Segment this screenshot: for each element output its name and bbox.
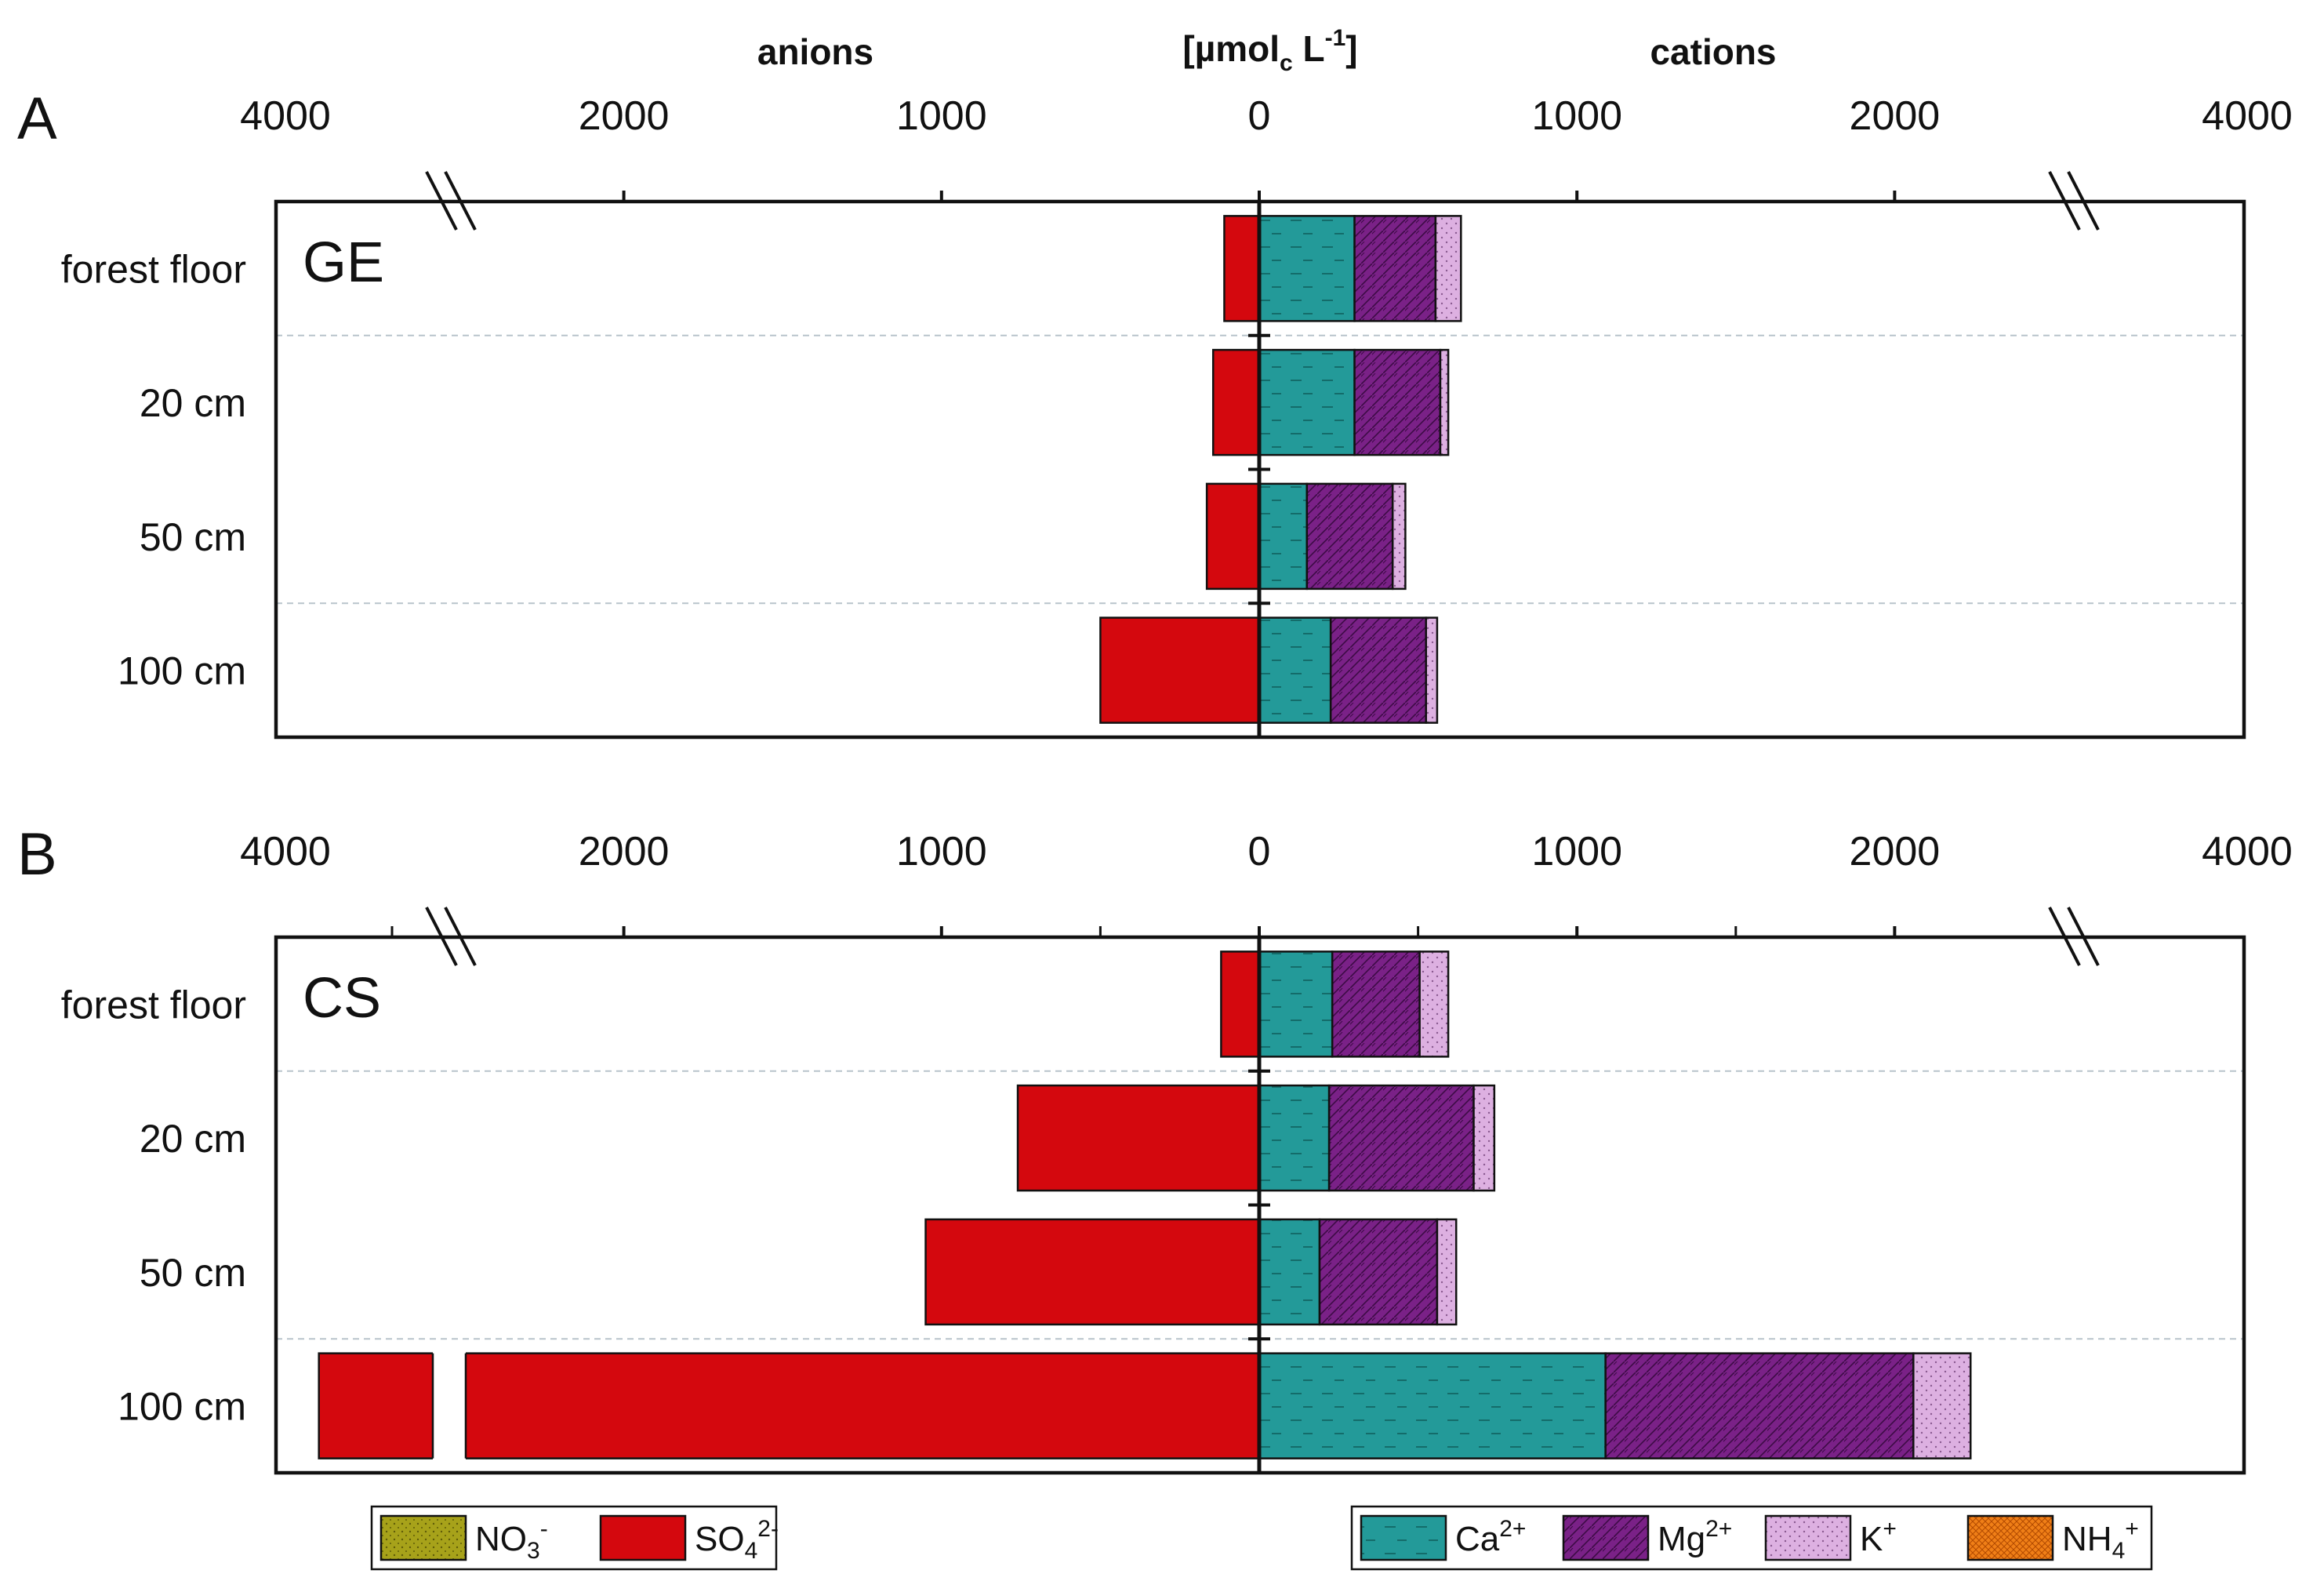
axis-break-mark xyxy=(425,171,458,231)
axis-tick-label: 1000 xyxy=(896,829,987,874)
axis-tick-label: 1000 xyxy=(1531,829,1622,874)
legend-label-nh4plus: NH4+ xyxy=(2062,1516,2139,1564)
axis-tick-label: 2000 xyxy=(579,93,670,139)
unit-heading: [µmolc L-1] xyxy=(1182,25,1357,76)
bar-ca2plus-ge-3 xyxy=(1258,616,1332,724)
panel-a: A 4000 2000 1000 0 1000 2000 4000 forest floor 20… xyxy=(17,85,2293,740)
site-label: GE xyxy=(303,231,384,294)
legend-label-so42minus: SO42- xyxy=(695,1516,779,1564)
row-label: 50 cm xyxy=(140,515,246,559)
bar-so42minus-cs-3 xyxy=(318,1352,1261,1459)
axis-break-mark xyxy=(2067,907,2100,966)
bar-mg2plus-cs-2 xyxy=(1318,1218,1439,1326)
panel-letter: B xyxy=(17,821,57,888)
bar-kplus-cs-0 xyxy=(1418,950,1450,1058)
axis-break-mark xyxy=(2048,171,2081,231)
legend-label-no3minus: NO3- xyxy=(475,1516,548,1564)
bar-so42minus-ge-1 xyxy=(1211,348,1261,456)
row-label: 100 cm xyxy=(118,1385,246,1429)
legend-label-mg2plus: Mg2+ xyxy=(1658,1516,1732,1558)
bar-so42minus-cs-1 xyxy=(1016,1084,1261,1192)
bar-mg2plus-ge-1 xyxy=(1353,348,1442,456)
panels: A 4000 2000 1000 0 1000 2000 4000 forest floor 20… xyxy=(17,85,2293,1475)
bar-ca2plus-ge-2 xyxy=(1258,482,1309,591)
axis-tick-label: 0 xyxy=(1248,829,1271,874)
bar-so42minus-cs-0 xyxy=(1220,950,1261,1058)
legend-swatch-no3minus xyxy=(379,1514,467,1561)
anions-heading: anions xyxy=(757,31,873,72)
row-label: 20 cm xyxy=(140,1117,246,1161)
bar-ca2plus-ge-1 xyxy=(1258,348,1356,456)
bar-kplus-ge-1 xyxy=(1439,348,1450,456)
axis-tick-label: 4000 xyxy=(240,93,331,139)
axis-break-gap xyxy=(433,1350,466,1461)
bar-ca2plus-cs-1 xyxy=(1258,1084,1331,1192)
bar-mg2plus-cs-3 xyxy=(1604,1352,1915,1459)
axis-tick-label: 4000 xyxy=(2202,93,2293,139)
axis-break-mark xyxy=(444,907,477,966)
panel-letter: A xyxy=(17,85,57,152)
axis-tick-label: 1000 xyxy=(896,93,987,139)
bar-ca2plus-cs-2 xyxy=(1258,1218,1321,1326)
bar-ca2plus-ge-0 xyxy=(1258,215,1356,322)
legend-swatch-nh4plus xyxy=(1966,1514,2054,1561)
axis-tick-label: 2000 xyxy=(1850,93,1941,139)
bar-mg2plus-cs-1 xyxy=(1327,1084,1475,1192)
axis-break-mark xyxy=(444,171,477,231)
axis-tick-label: 4000 xyxy=(2202,829,2293,874)
row-label: 100 cm xyxy=(118,649,246,693)
cations-heading: cations xyxy=(1650,31,1776,72)
axis-tick-label: 4000 xyxy=(240,829,331,874)
legend-label-ca2plus: Ca2+ xyxy=(1455,1516,1526,1558)
bar-so42minus-ge-0 xyxy=(1223,215,1261,322)
legend-swatch-mg2plus xyxy=(1562,1514,1650,1561)
unit-superscript: -1 xyxy=(1325,25,1346,51)
bar-mg2plus-ge-3 xyxy=(1329,616,1427,724)
legend-swatch-kplus xyxy=(1764,1514,1852,1561)
unit-subscript: c xyxy=(1280,50,1293,76)
axis-break-mark xyxy=(2048,907,2081,966)
row-label: 50 cm xyxy=(140,1251,246,1295)
site-label: CS xyxy=(303,967,381,1030)
bar-ca2plus-cs-3 xyxy=(1258,1352,1607,1459)
bar-so42minus-ge-2 xyxy=(1205,482,1261,591)
bar-kplus-cs-3 xyxy=(1912,1352,1972,1459)
unit-main: [µmol xyxy=(1182,28,1280,69)
row-label: forest floor xyxy=(61,247,246,291)
legend: NO3- SO42- Ca2+ Mg2+ K+ NH4+ xyxy=(370,1505,2153,1571)
bar-kplus-cs-1 xyxy=(1472,1084,1496,1192)
unit-tail: L xyxy=(1293,28,1325,69)
row-label: 20 cm xyxy=(140,381,246,425)
bar-so42minus-cs-2 xyxy=(924,1218,1261,1326)
legend-label-kplus: K+ xyxy=(1860,1516,1897,1558)
bar-kplus-ge-2 xyxy=(1391,482,1407,591)
axis-tick-label: 2000 xyxy=(1850,829,1941,874)
bar-so42minus-ge-3 xyxy=(1099,616,1261,724)
bar-kplus-ge-3 xyxy=(1425,616,1439,724)
bar-mg2plus-ge-0 xyxy=(1353,215,1437,322)
unit-close: ] xyxy=(1345,28,1357,69)
axis-break-mark xyxy=(2067,171,2100,231)
bar-mg2plus-ge-2 xyxy=(1305,482,1394,591)
axis-tick-label: 0 xyxy=(1248,93,1271,139)
bar-kplus-cs-2 xyxy=(1436,1218,1458,1326)
bar-kplus-ge-0 xyxy=(1434,215,1462,322)
legend-swatch-ca2plus xyxy=(1360,1514,1447,1561)
row-label: forest floor xyxy=(61,983,246,1027)
bar-ca2plus-cs-0 xyxy=(1258,950,1334,1058)
legend-swatch-so42minus xyxy=(599,1514,687,1561)
axis-tick-label: 1000 xyxy=(1531,93,1622,139)
bar-mg2plus-cs-0 xyxy=(1331,950,1421,1058)
panel-b: B 4000 2000 1000 0 1000 2000 4000 forest floor 20… xyxy=(17,821,2293,1475)
axis-break-mark xyxy=(425,907,458,966)
axis-tick-label: 2000 xyxy=(579,829,670,874)
